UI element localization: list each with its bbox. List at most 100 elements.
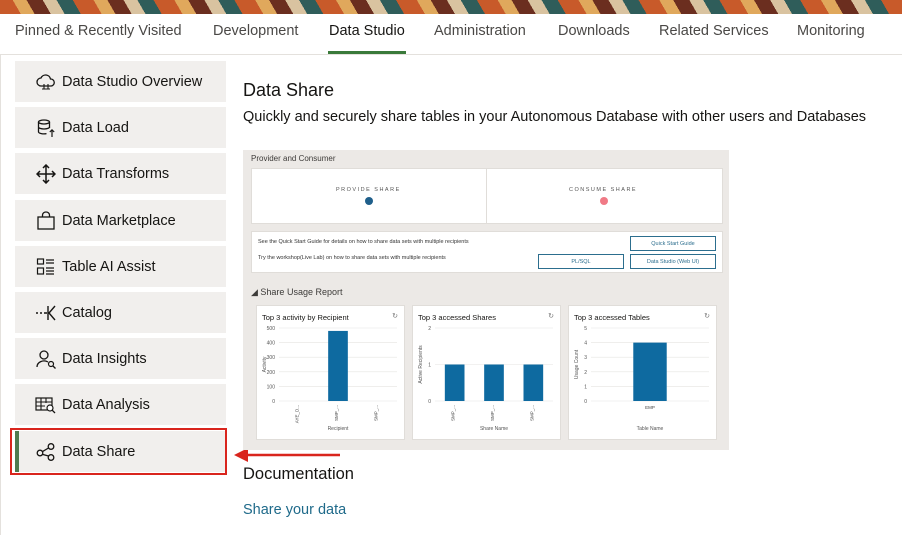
provide-dot	[365, 197, 373, 205]
y-tick-label: 0	[584, 399, 587, 405]
annotation-arrow-icon	[234, 448, 340, 462]
bar	[484, 364, 504, 401]
y-axis-label: Activity	[262, 356, 268, 372]
header-banner	[0, 0, 902, 14]
tab-administration[interactable]: Administration	[434, 23, 526, 39]
top-tab-bar: Pinned & Recently Visited Development Da…	[0, 14, 902, 55]
tab-data-studio[interactable]: Data Studio	[329, 23, 405, 39]
tab-development[interactable]: Development	[213, 23, 299, 39]
chart-card-tables: Top 3 accessed Tables ↻ 0 1 2 3 4 5 EMP Table N…	[568, 305, 717, 440]
x-tick-label: SMP_...	[451, 405, 456, 421]
documentation-title: Documentation	[243, 465, 354, 483]
workshop-text: Try the workshop(Live Lab) on how to sha…	[258, 255, 446, 261]
tab-monitoring[interactable]: Monitoring	[797, 23, 865, 39]
y-tick-label: 500	[267, 326, 276, 332]
chart-title: Top 3 activity by Recipient	[262, 313, 349, 322]
sidebar-item-label: Catalog	[62, 304, 112, 321]
x-tick-label: SMP_...	[529, 405, 534, 421]
sidebar-item-data-studio-overview[interactable]: Data Studio Overview	[15, 61, 226, 102]
sidebar-item-data-insights[interactable]: Data Insights	[15, 338, 226, 379]
sidebar-item-label: Data Studio Overview	[62, 73, 203, 90]
quick-start-guide-button[interactable]: Quick Start Guide	[630, 236, 716, 251]
content-left-border	[0, 54, 1, 535]
refresh-icon[interactable]: ↻	[392, 313, 398, 320]
share-your-data-link[interactable]: Share your data	[243, 502, 347, 518]
sidebar-item-label: Data Marketplace	[62, 212, 176, 229]
y-tick-label: 400	[267, 341, 276, 347]
chart-title: Top 3 accessed Shares	[418, 313, 496, 322]
refresh-icon[interactable]: ↻	[704, 313, 710, 320]
sidebar-item-data-share[interactable]: Data Share	[15, 431, 226, 472]
bar	[444, 364, 465, 401]
sidebar-item-label: Data Analysis	[62, 396, 150, 413]
x-axis-label: Table Name	[637, 426, 664, 432]
quick-start-panel: See the Quick Start Guide for details on…	[251, 231, 723, 273]
y-tick-label: 1	[428, 363, 431, 369]
chart-title: Top 3 accessed Tables	[574, 313, 650, 322]
table-list-icon	[35, 256, 57, 278]
bar	[328, 330, 348, 401]
y-tick-label: 0	[272, 399, 275, 405]
y-tick-label: 0	[428, 399, 431, 405]
y-tick-label: 2	[428, 326, 431, 332]
plsql-button[interactable]: PL/SQL	[538, 254, 624, 269]
sidebar-item-catalog[interactable]: Catalog	[15, 292, 226, 333]
x-tick-label: SMP_...	[490, 405, 495, 421]
shopping-bag-icon	[35, 210, 57, 232]
highlight-box	[10, 428, 227, 475]
sidebar-item-data-transforms[interactable]: Data Transforms	[15, 153, 226, 194]
bar	[523, 364, 544, 401]
sidebar-item-label: Data Transforms	[62, 165, 170, 182]
y-axis-label: Active Recipients	[418, 345, 424, 384]
x-tick-label: EMP	[645, 405, 655, 410]
y-tick-label: 100	[267, 384, 276, 390]
y-tick-label: 4	[584, 341, 587, 347]
tab-related-services[interactable]: Related Services	[659, 23, 769, 39]
x-tick-label: AYE_D...	[295, 405, 300, 423]
y-tick-label: 200	[267, 370, 276, 376]
tab-downloads[interactable]: Downloads	[558, 23, 630, 39]
chart-card-recipient: Top 3 activity by Recipient ↻ 0 100 200 300…	[256, 305, 405, 440]
provider-consumer-panel: PROVIDE SHARE CONSUME SHARE	[251, 168, 723, 224]
x-tick-label: SMP_...	[334, 405, 339, 421]
sidebar-item-label: Table AI Assist	[62, 258, 156, 275]
x-axis-label: Share Name	[480, 426, 508, 432]
y-tick-label: 2	[584, 370, 587, 376]
page-title: Data Share	[243, 80, 335, 100]
sidebar-item-label: Data Share	[62, 443, 136, 460]
y-tick-label: 1	[584, 384, 587, 390]
share-nodes-icon	[35, 441, 57, 463]
chart-card-shares: Top 3 accessed Shares ↻ 0 1 2 SMP_... SMP_..…	[412, 305, 561, 440]
chart-shares: 0 1 2 SMP_... SMP_... SMP_... Share Name Active…	[418, 326, 553, 432]
preview-section-label: Provider and Consumer	[251, 154, 336, 163]
sidebar-item-data-load[interactable]: Data Load	[15, 107, 226, 148]
tab-pinned[interactable]: Pinned & Recently Visited	[15, 23, 182, 39]
x-axis-label: Recipient	[328, 426, 349, 432]
y-axis-label: Usage Count	[574, 349, 580, 379]
sidebar-item-table-ai-assist[interactable]: Table AI Assist	[15, 246, 226, 287]
chart-tables: 0 1 2 3 4 5 EMP Table Name Usage Count	[574, 326, 709, 432]
sidebar-item-data-analysis[interactable]: Data Analysis	[15, 384, 226, 425]
share-usage-report-label: ◢ Share Usage Report	[251, 287, 343, 297]
y-tick-label: 300	[267, 355, 276, 361]
move-arrows-icon	[35, 163, 57, 185]
active-tab-indicator	[328, 51, 406, 54]
table-search-icon	[35, 394, 57, 416]
sidebar-item-data-marketplace[interactable]: Data Marketplace	[15, 200, 226, 241]
sidebar-item-label: Data Insights	[62, 350, 147, 367]
cloud-icon	[35, 71, 57, 93]
data-studio-web-button[interactable]: Data Studio (Web UI)	[630, 254, 716, 269]
refresh-icon[interactable]: ↻	[548, 313, 554, 320]
y-tick-label: 5	[584, 326, 587, 332]
provide-share-label: PROVIDE SHARE	[336, 187, 401, 193]
sidebar-item-label: Data Load	[62, 119, 129, 136]
data-share-preview-image: Provider and Consumer PROVIDE SHARE CONS…	[243, 150, 729, 450]
user-search-icon	[35, 348, 57, 370]
x-tick-label: SMP_...	[373, 405, 378, 421]
bar	[633, 342, 667, 401]
consume-dot	[600, 197, 608, 205]
catalog-arrow-icon	[35, 302, 57, 324]
database-upload-icon	[35, 117, 57, 139]
y-tick-label: 3	[584, 355, 587, 361]
page-description: Quickly and securely share tables in you…	[243, 109, 867, 125]
